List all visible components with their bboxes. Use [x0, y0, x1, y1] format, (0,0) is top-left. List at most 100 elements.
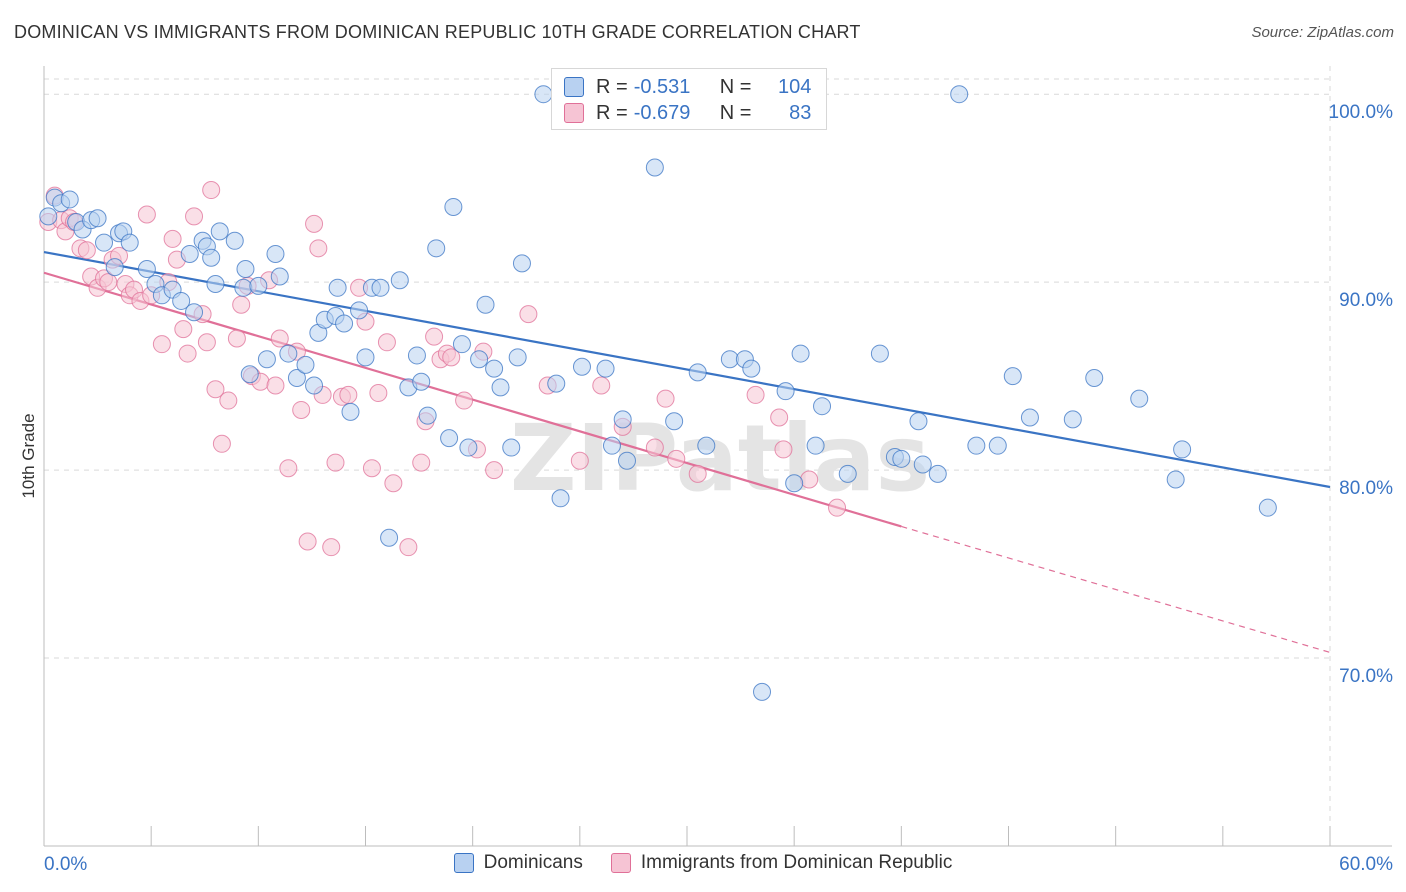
data-point-blue	[508, 348, 527, 367]
data-point-pink	[137, 205, 156, 224]
data-point-blue	[328, 278, 347, 297]
data-point-blue	[665, 412, 684, 431]
data-point-blue	[185, 303, 204, 322]
y-tick-label: 80.0%	[1339, 478, 1393, 499]
data-point-pink	[212, 434, 231, 453]
data-point-blue	[909, 412, 928, 431]
stats-r-label: R =	[596, 75, 628, 98]
data-point-pink	[266, 376, 285, 395]
data-point-blue	[838, 464, 857, 483]
stats-n-value: 83	[789, 101, 812, 124]
chart-title: DOMINICAN VS IMMIGRANTS FROM DOMINICAN R…	[14, 22, 861, 42]
data-point-pink	[227, 329, 246, 348]
stats-row-dominicans: R = -0.531 N = 104	[564, 74, 811, 100]
data-point-blue	[279, 344, 298, 363]
data-point-blue	[502, 438, 521, 457]
trend-extension-pink	[901, 525, 1331, 653]
data-point-pink	[232, 295, 251, 314]
data-point-blue	[105, 258, 124, 277]
data-point-blue	[418, 406, 437, 425]
data-point-pink	[309, 239, 328, 258]
data-point-blue	[380, 528, 399, 547]
legend-item-immigrants[interactable]: Immigrants from Dominican Republic	[610, 852, 953, 874]
data-point-pink	[206, 380, 225, 399]
data-point-pink	[455, 391, 474, 410]
data-point-pink	[688, 464, 707, 483]
chart-legend: Dominicans Immigrants from Dominican Rep…	[0, 852, 1406, 874]
data-point-blue	[892, 449, 911, 468]
data-point-blue	[356, 348, 375, 367]
stats-r-value: -0.679	[633, 101, 691, 124]
data-point-blue	[270, 267, 289, 286]
legend-label: Immigrants from Dominican Republic	[640, 852, 953, 873]
data-point-pink	[279, 459, 298, 478]
data-point-pink	[197, 333, 216, 352]
y-tick-label: 100.0%	[1329, 102, 1394, 123]
data-point-blue	[459, 438, 478, 457]
data-point-blue	[534, 85, 553, 104]
data-point-blue	[234, 278, 253, 297]
data-point-pink	[828, 498, 847, 517]
data-point-pink	[219, 391, 238, 410]
data-point-blue	[452, 335, 471, 354]
data-point-pink	[77, 241, 96, 260]
data-point-blue	[572, 357, 591, 376]
data-point-blue	[1063, 410, 1082, 429]
data-point-blue	[412, 372, 431, 391]
data-point-blue	[617, 451, 636, 470]
data-point-blue	[870, 344, 889, 363]
legend-swatch-pink	[610, 853, 631, 873]
data-point-pink	[163, 229, 182, 248]
data-point-blue	[137, 259, 156, 278]
data-point-blue	[249, 276, 268, 295]
stats-swatch-pink	[564, 103, 584, 123]
data-point-blue	[1020, 408, 1039, 427]
data-point-pink	[667, 449, 686, 468]
stats-legend-box: R = -0.531 N = 104 R = -0.679 N = 83	[551, 68, 827, 130]
data-point-blue	[551, 489, 570, 508]
stats-swatch-blue	[564, 77, 584, 97]
stats-n-label: N =	[719, 101, 752, 124]
data-point-blue	[88, 209, 107, 228]
data-point-pink	[800, 470, 819, 489]
data-point-pink	[384, 474, 403, 493]
stats-n-label: N =	[719, 75, 752, 98]
data-point-pink	[656, 389, 675, 408]
data-point-blue	[95, 233, 114, 252]
data-point-blue	[596, 359, 615, 378]
y-axis-title: 10th Grade	[19, 413, 38, 498]
data-point-pink	[270, 329, 289, 348]
data-point-blue	[806, 436, 825, 455]
data-point-blue	[913, 455, 932, 474]
data-point-blue	[688, 363, 707, 382]
source-credit: Source: ZipAtlas.com	[1251, 24, 1394, 41]
data-point-pink	[442, 348, 461, 367]
data-point-pink	[412, 453, 431, 472]
data-point-blue	[305, 376, 324, 395]
x-tick-label: 60.0%	[1339, 854, 1393, 875]
data-point-blue	[296, 355, 315, 374]
data-point-blue	[512, 254, 531, 273]
data-point-blue	[613, 410, 632, 429]
data-point-pink	[202, 181, 221, 200]
data-point-blue	[720, 350, 739, 369]
data-point-blue	[266, 244, 285, 263]
data-point-blue	[988, 436, 1007, 455]
data-point-pink	[377, 333, 396, 352]
data-point-blue	[440, 429, 459, 448]
data-point-blue	[350, 301, 369, 320]
data-point-blue	[1003, 367, 1022, 386]
data-point-blue	[547, 374, 566, 393]
label-layer: 70.0% 80.0% 90.0% 100.0% 0.0% 60.0% 10th Grade	[19, 102, 1393, 875]
data-point-pink	[570, 451, 589, 470]
data-point-blue	[1258, 498, 1277, 517]
data-point-blue	[60, 190, 79, 209]
legend-item-dominicans[interactable]: Dominicans	[453, 852, 583, 874]
data-point-pink	[322, 538, 341, 557]
data-point-blue	[341, 402, 360, 421]
data-point-blue	[476, 295, 495, 314]
data-point-pink	[362, 459, 381, 478]
data-point-blue	[390, 271, 409, 290]
data-point-blue	[172, 291, 191, 310]
